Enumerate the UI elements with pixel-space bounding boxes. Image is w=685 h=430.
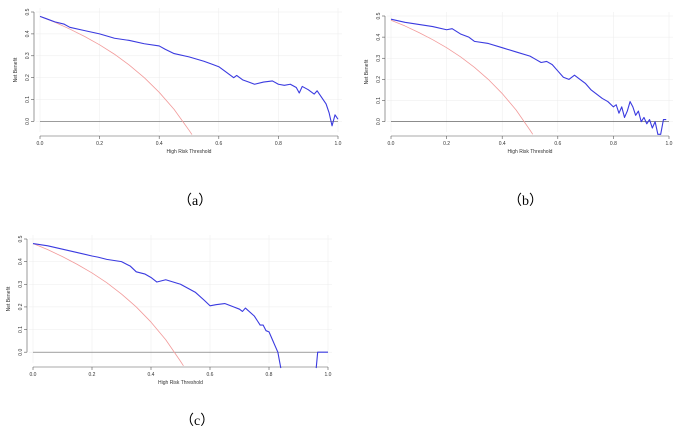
x-tick-label: 0.6 (554, 141, 561, 147)
y-tick-label: 0.4 (18, 258, 24, 265)
y-tick-label: 0.2 (25, 74, 31, 81)
chart-c: 0.0 0.2 0.4 0.6 0.8 1.0 0.0 0.1 0.2 0.3 0.4 0.5 High… (6, 235, 332, 386)
x-tick-label: 0.8 (610, 141, 617, 147)
caption-c: （c） (180, 414, 215, 429)
chart-a: 0.0 0.2 0.4 0.6 0.8 1.0 0.0 0.1 0.2 0.3 0.4 0.5 High… (13, 8, 342, 155)
x-axis-label: High Risk Threshold (158, 380, 203, 386)
x-tick-label: 0.0 (388, 141, 395, 147)
caption-a: （a） (178, 194, 213, 209)
y-tick-label: 0.0 (376, 118, 382, 125)
x-tick-label: 0.4 (156, 141, 163, 147)
series-line-model (32, 242, 282, 369)
x-tick-label: 0.2 (96, 141, 103, 147)
y-tick-label: 0.4 (376, 33, 382, 40)
x-tick-label: 0.8 (275, 141, 282, 147)
y-tick-label: 0.3 (18, 281, 24, 288)
x-tick-label: 1.0 (666, 141, 673, 147)
x-tick-label: 1.0 (335, 141, 342, 147)
x-tick-label: 0.6 (207, 372, 214, 378)
y-axis-label: Net Benefit (13, 57, 19, 82)
y-tick-label: 0.2 (18, 303, 24, 310)
series-line-treat-all (32, 243, 184, 367)
chart-b: 0.0 0.2 0.4 0.6 0.8 1.0 0.0 0.1 0.2 0.3 0.4 0.5 High… (364, 12, 673, 155)
y-tick-label: 0.5 (25, 8, 31, 15)
y-tick-label: 0.3 (376, 55, 382, 62)
series-line-treat-all (39, 16, 193, 135)
x-tick-label: 0.8 (266, 372, 273, 378)
y-tick-label: 0.5 (376, 12, 382, 19)
series-line-treat-all (390, 19, 534, 135)
series-line-model (39, 15, 339, 127)
x-tick-label: 0.0 (37, 141, 44, 147)
x-tick-label: 0.2 (89, 372, 96, 378)
x-tick-label: 1.0 (325, 372, 332, 378)
y-tick-label: 0.2 (376, 76, 382, 83)
x-axis-label: High Risk Threshold (508, 149, 553, 155)
x-tick-label: 0.4 (499, 141, 506, 147)
x-tick-label: 0.2 (443, 141, 450, 147)
y-tick-label: 0.0 (25, 118, 31, 125)
y-tick-label: 0.0 (18, 349, 24, 356)
y-axis-label: Net Benefit (364, 59, 370, 84)
caption-b: （b） (508, 194, 543, 209)
y-tick-label: 0.3 (25, 52, 31, 59)
series-line-model (390, 18, 667, 135)
series-line-model-tail (315, 351, 328, 369)
x-axis-label: High Risk Threshold (167, 149, 212, 155)
y-tick-label: 0.1 (18, 326, 24, 333)
y-tick-label: 0.1 (25, 96, 31, 103)
y-axis-label: Net Benefit (6, 286, 12, 311)
x-tick-label: 0.0 (30, 372, 37, 378)
x-tick-label: 0.4 (148, 372, 155, 378)
y-tick-label: 0.5 (18, 235, 24, 242)
y-tick-label: 0.1 (376, 97, 382, 104)
x-tick-label: 0.6 (215, 141, 222, 147)
y-tick-label: 0.4 (25, 30, 31, 37)
